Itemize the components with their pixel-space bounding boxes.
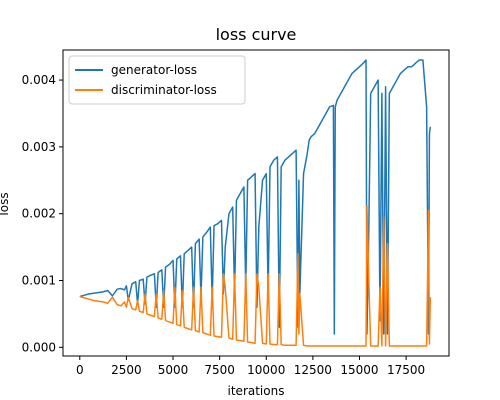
y-axis-label: loss [0, 192, 11, 215]
x-tick-label: 2500 [111, 363, 142, 377]
plot-area: 0 2500 5000 7500 10000 12500 15000 17500 0.000 0.… [22, 49, 450, 377]
x-tick-label: 7500 [204, 363, 235, 377]
series-line-generator-loss [79, 59, 432, 335]
legend-label-generator-loss: generator-loss [111, 63, 197, 77]
series-group [79, 59, 432, 347]
plot-frame [62, 49, 450, 357]
series-line-discriminator-loss [79, 204, 432, 347]
x-tick-label: 17500 [387, 363, 425, 377]
y-tick-label: 0.003 [22, 140, 56, 154]
legend: generator-loss discriminator-loss [68, 55, 246, 105]
legend-box [68, 55, 246, 105]
x-axis-label: iterations [228, 384, 285, 398]
y-tick-label: 0.000 [22, 340, 56, 354]
legend-label-discriminator-loss: discriminator-loss [111, 83, 217, 97]
y-tick-label: 0.001 [22, 274, 56, 288]
x-tick-label: 5000 [158, 363, 189, 377]
x-tick-label: 0 [76, 363, 84, 377]
chart-title: loss curve [216, 25, 297, 44]
x-tick-label: 12500 [294, 363, 332, 377]
x-tick-label: 10000 [247, 363, 285, 377]
y-tick-label: 0.002 [22, 207, 56, 221]
x-tick-label: 15000 [340, 363, 378, 377]
y-tick-label: 0.004 [22, 73, 56, 87]
